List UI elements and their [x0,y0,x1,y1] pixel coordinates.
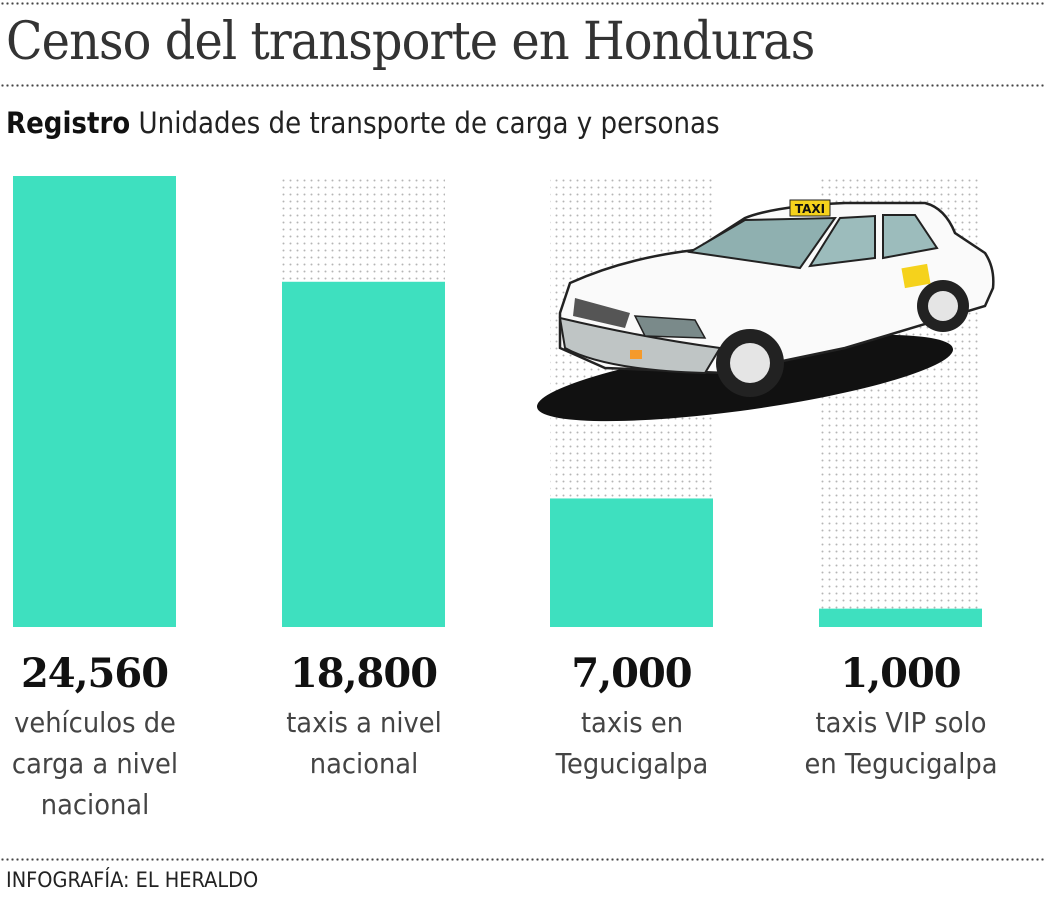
value-label: 1,000 [840,650,961,697]
category-label: taxis a nivel nacional [244,702,483,784]
category-label-line: taxis en [580,706,683,739]
chart-title: Censo del transporte en Honduras [6,12,815,72]
bar [13,176,176,627]
taxi-car-icon: TAXI [536,199,995,422]
category-label-line: en Tegucigalpa [804,747,997,780]
title-divider [0,84,1046,87]
category-label: vehículos de carga a nivel nacional [0,702,214,825]
category-label-line: vehículos de [13,706,176,739]
taxi-sign-text: TAXI [795,202,825,216]
category-label-line: carga a nivel [11,747,178,780]
bottom-divider [0,858,1046,861]
category-label-line: nacional [309,747,418,780]
category-label-line: Tegucigalpa [555,747,708,780]
value-label: 24,560 [20,650,169,697]
credit: INFOGRAFÍA: EL HERALDO [6,868,259,892]
chart-subtitle: Registro Unidades de transporte de carga… [6,106,720,140]
category-label-line: nacional [40,788,149,821]
category-label-line: taxis a nivel [285,706,442,739]
bar [550,498,713,627]
category-label: taxis en Tegucigalpa [512,702,751,784]
subtitle-bold: Registro [6,106,131,140]
top-divider [0,2,1046,5]
value-label: 7,000 [571,650,692,697]
bar [819,608,982,627]
category-label: taxis VIP solo en Tegucigalpa [781,702,1020,784]
bar [282,281,445,627]
category-label-line: taxis VIP solo [815,706,986,739]
value-label: 18,800 [289,650,438,697]
bar-chart: TAXI [13,176,995,627]
subtitle-text: Unidades de transporte de carga y person… [138,106,720,140]
